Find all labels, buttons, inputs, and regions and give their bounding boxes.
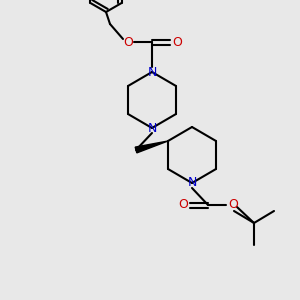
Text: N: N (147, 122, 157, 134)
Text: O: O (172, 35, 182, 49)
Polygon shape (135, 141, 168, 153)
Text: O: O (123, 35, 133, 49)
Text: N: N (187, 176, 197, 190)
Text: O: O (228, 199, 238, 212)
Text: N: N (147, 65, 157, 79)
Text: O: O (178, 199, 188, 212)
